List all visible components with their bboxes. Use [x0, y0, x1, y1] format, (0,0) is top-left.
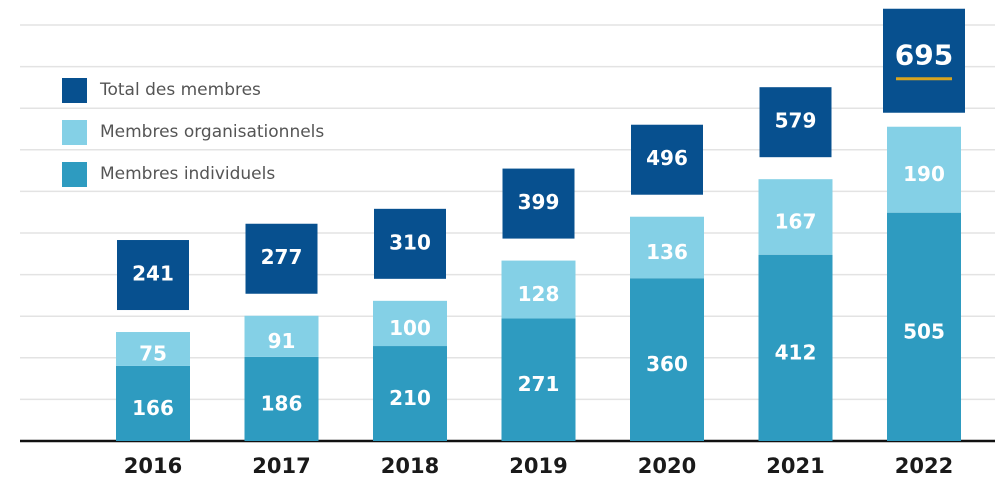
- legend-swatch: [62, 162, 87, 187]
- legend-label: Membres organisationnels: [100, 122, 324, 142]
- x-tick-label: 2019: [509, 454, 567, 478]
- value-label: 360: [646, 352, 688, 376]
- legend-label: Total des membres: [99, 80, 261, 100]
- value-label: 505: [903, 319, 945, 343]
- bar-segment: [501, 318, 576, 441]
- x-tick-label: 2020: [638, 454, 696, 478]
- bar-segment: [373, 346, 447, 441]
- value-label: 91: [268, 329, 296, 353]
- total-box: [245, 223, 318, 294]
- total-label: 310: [389, 230, 431, 254]
- bar-segment: [501, 260, 576, 319]
- bar-segment: [630, 216, 704, 279]
- total-label: 496: [646, 146, 688, 170]
- value-label: 128: [518, 282, 560, 306]
- bar-segment: [244, 315, 319, 357]
- value-label: 271: [518, 372, 560, 396]
- x-tick-label: 2022: [895, 454, 953, 478]
- value-label: 186: [261, 391, 303, 415]
- total-box: [117, 240, 189, 311]
- bar-segment: [758, 254, 833, 441]
- value-label: 167: [775, 209, 817, 233]
- legend-label: Membres individuels: [100, 164, 275, 184]
- value-label: 166: [132, 396, 174, 420]
- value-label: 210: [389, 386, 431, 410]
- bar-segment: [758, 179, 833, 255]
- bar-segment: [630, 278, 704, 441]
- value-label: 190: [903, 162, 945, 186]
- total-label: 399: [518, 190, 560, 214]
- x-tick-label: 2021: [766, 454, 824, 478]
- x-tick-label: 2018: [381, 454, 439, 478]
- total-label: 241: [132, 262, 174, 286]
- total-box: [374, 208, 446, 279]
- legend-swatch: [62, 120, 87, 145]
- bar-segment: [887, 126, 961, 213]
- bar-segment: [116, 365, 190, 441]
- bar-segment: [244, 356, 319, 441]
- legend-swatch: [62, 78, 87, 103]
- value-label: 136: [646, 240, 688, 264]
- total-label: 277: [261, 245, 303, 269]
- x-tick-label: 2017: [252, 454, 310, 478]
- total-label: 695: [895, 39, 953, 72]
- value-label: 100: [389, 316, 431, 340]
- x-tick-label: 2016: [124, 454, 182, 478]
- total-label: 579: [775, 109, 817, 133]
- bar-segment: [116, 332, 190, 366]
- value-label: 412: [775, 340, 817, 364]
- value-label: 75: [139, 341, 167, 365]
- total-box: [631, 124, 703, 195]
- total-box: [502, 168, 575, 239]
- bar-segment: [887, 212, 961, 441]
- bar-segment: [373, 300, 447, 347]
- total-box: [759, 87, 832, 158]
- total-box: [883, 8, 965, 113]
